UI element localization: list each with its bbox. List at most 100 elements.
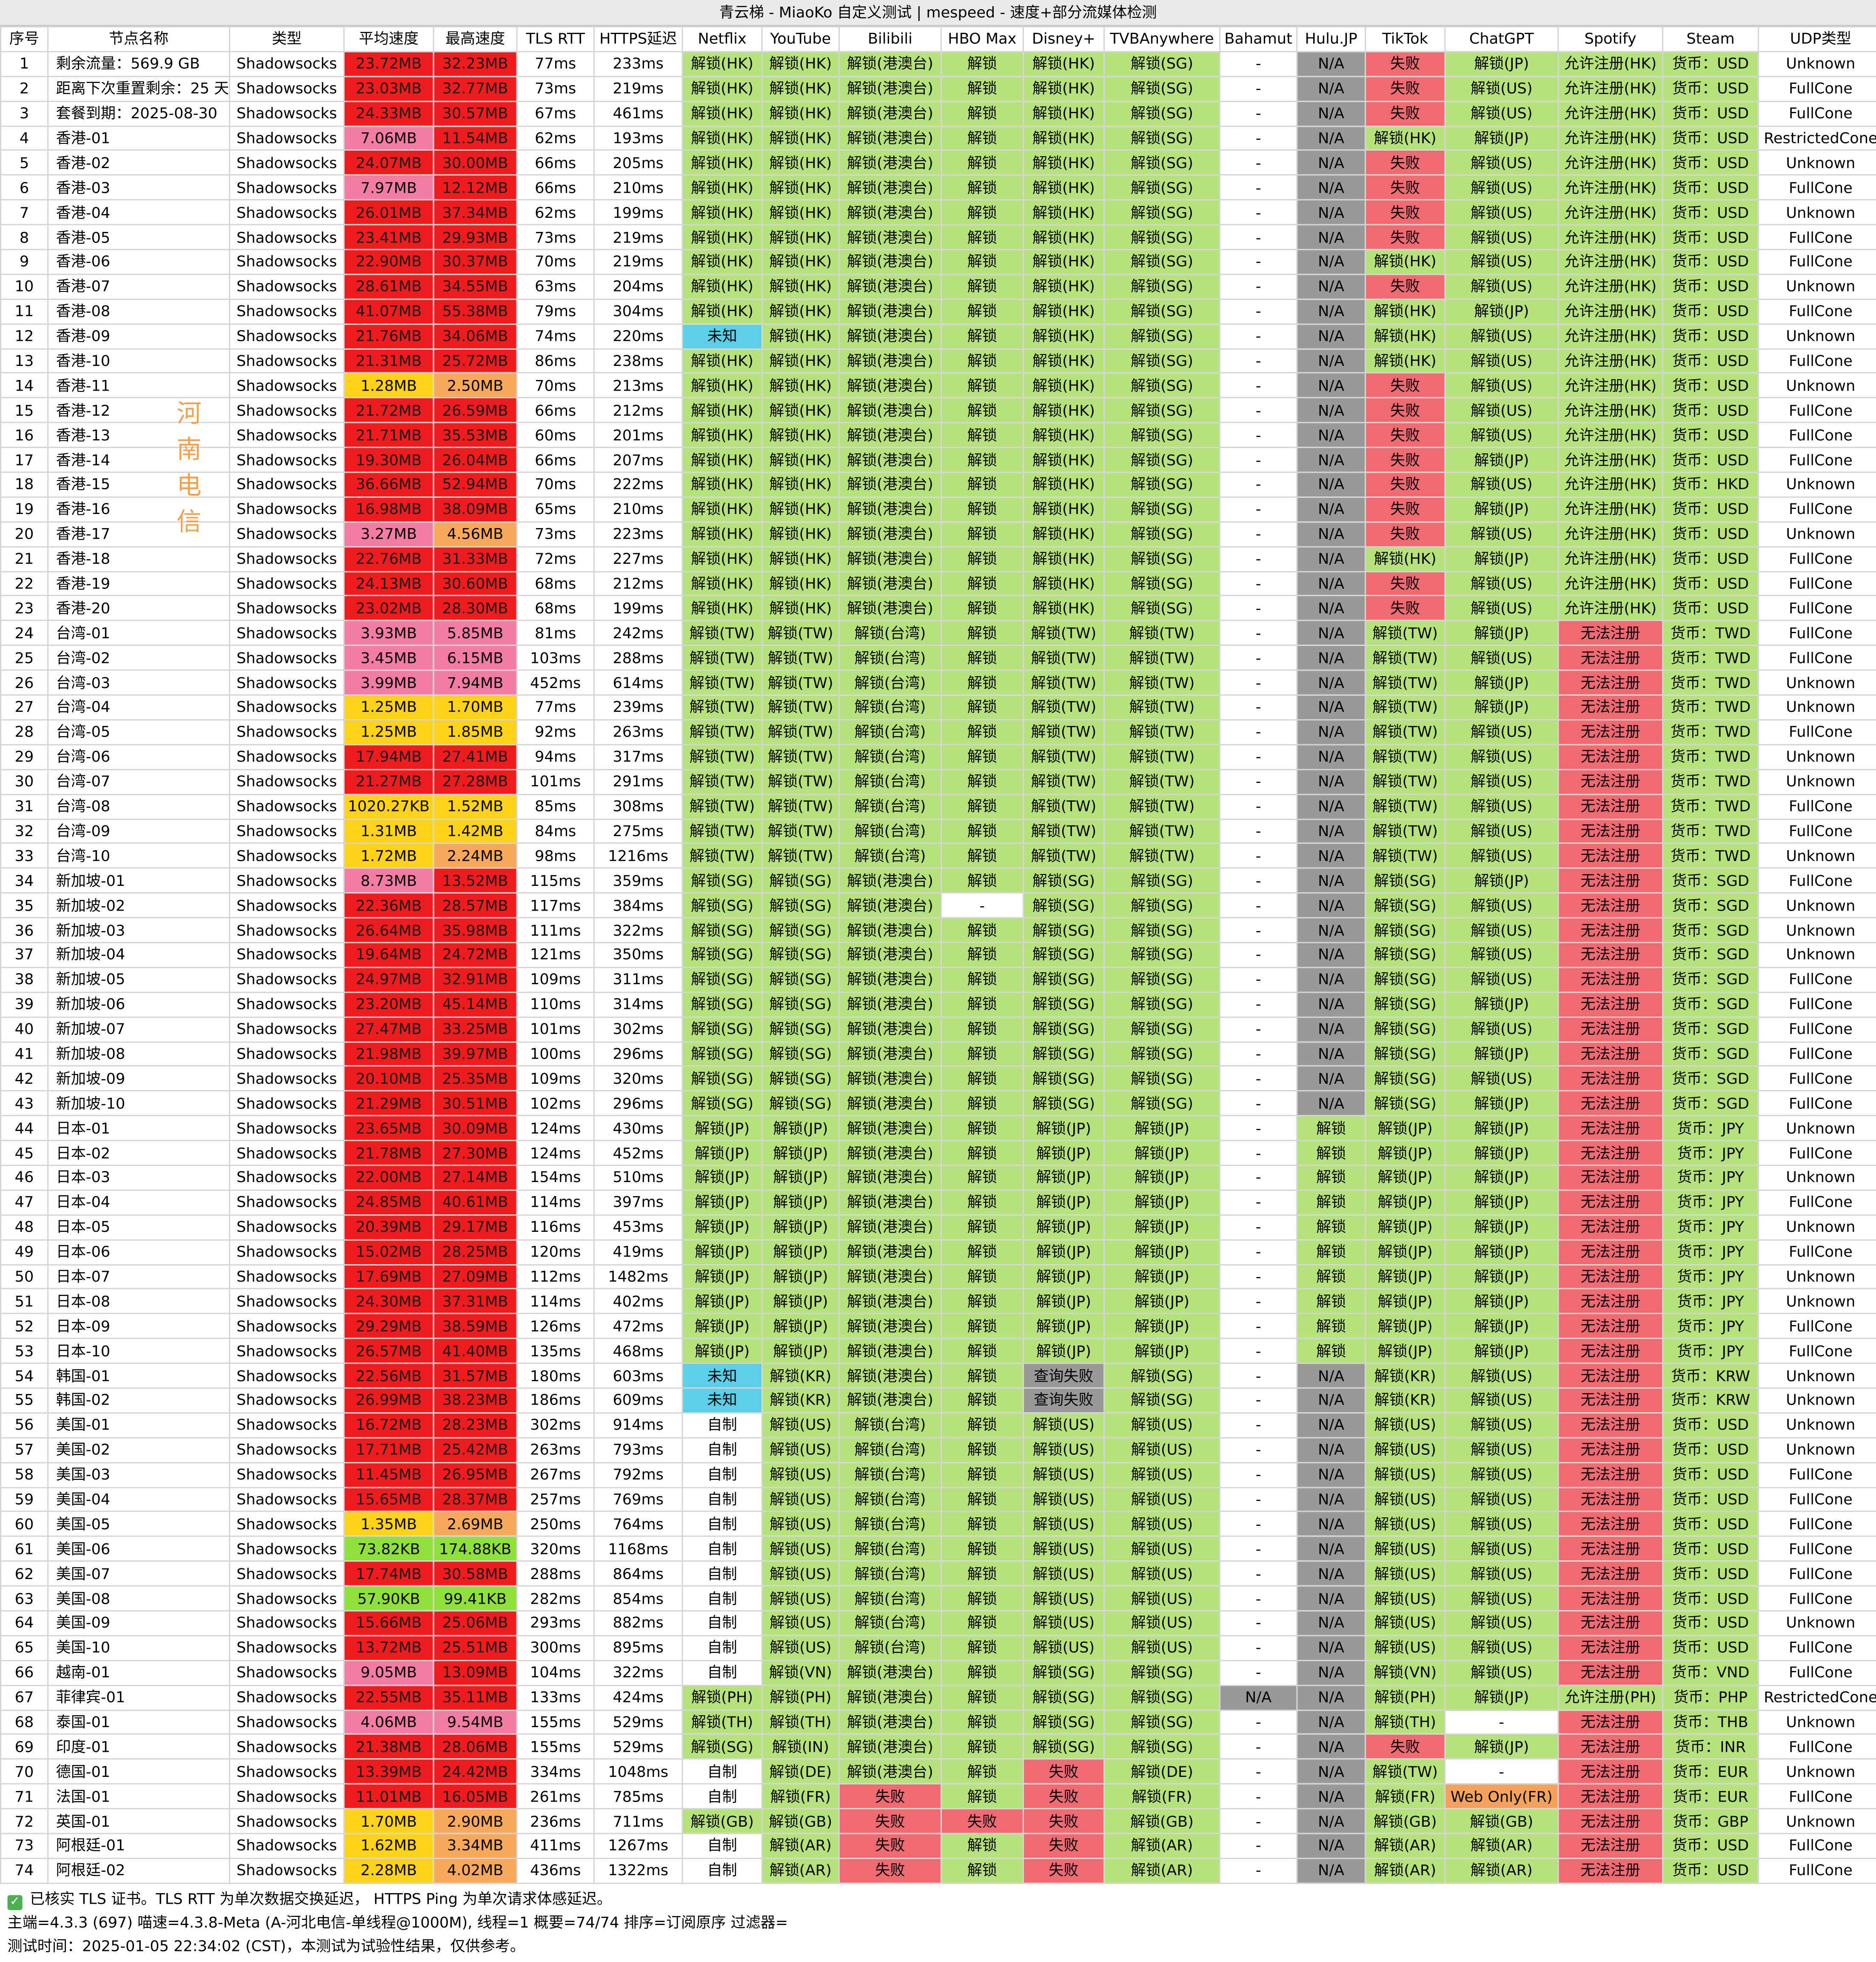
table-cell: 解锁(JP): [1103, 1338, 1220, 1364]
table-cell: 69: [0, 1734, 49, 1760]
table-cell: -: [1219, 842, 1298, 869]
table-cell: 解锁: [940, 1412, 1024, 1438]
table-cell: 解锁(GB): [1444, 1808, 1559, 1834]
table-cell: 32.23MB: [433, 51, 518, 77]
table-cell: Shadowsocks: [229, 521, 345, 547]
table-cell: 45.14MB: [433, 991, 518, 1018]
table-cell: Shadowsocks: [229, 571, 345, 597]
table-cell: 解锁(台湾): [838, 793, 942, 820]
table-cell: 71: [0, 1783, 49, 1810]
table-cell: 4: [0, 125, 49, 151]
table-cell: 72: [0, 1808, 49, 1834]
table-cell: 失败: [1365, 372, 1446, 399]
table-cell: 解锁(JP): [1103, 1263, 1220, 1290]
table-cell: 解锁(SG): [1365, 942, 1446, 968]
table-cell: 解锁(TW): [1365, 768, 1446, 795]
table-cell: 无法注册: [1557, 1536, 1663, 1562]
table-cell: 53: [0, 1338, 49, 1364]
table-cell: 无法注册: [1557, 1610, 1663, 1636]
table-cell: 解锁(HK): [1022, 75, 1105, 102]
table-cell: -: [1219, 1511, 1298, 1537]
table-cell: 解锁(HK): [1022, 496, 1105, 523]
table-cell: 解锁(HK): [761, 496, 840, 523]
table-cell: 新加坡-09: [47, 1065, 231, 1092]
table-cell: 无法注册: [1557, 1486, 1663, 1513]
table-cell: 货币：JPY: [1662, 1115, 1759, 1141]
table-cell: 台湾-08: [47, 793, 231, 820]
table-cell: 解锁(US): [1103, 1412, 1220, 1438]
table-cell: 解锁(SG): [681, 1016, 763, 1042]
table-cell: 解锁(港澳台): [838, 1659, 942, 1686]
table-cell: 货币：TWD: [1662, 842, 1759, 869]
table-cell: 210ms: [593, 174, 683, 201]
table-cell: -: [1219, 1387, 1298, 1414]
table-cell: 未知: [681, 1362, 763, 1389]
table-cell: 62ms: [516, 199, 595, 226]
table-cell: 39.97MB: [433, 1041, 518, 1067]
table-cell: 解锁(JP): [681, 1313, 763, 1339]
table-cell: 解锁(HK): [1022, 224, 1105, 250]
table-cell: N/A: [1296, 1709, 1366, 1735]
table-cell: 解锁(JP): [681, 1214, 763, 1240]
table-cell: Shadowsocks: [229, 1115, 345, 1141]
table-cell: 解锁(SG): [761, 1041, 840, 1067]
table-cell: N/A: [1296, 1808, 1366, 1834]
table-row: 65 美国-10 Shadowsocks 13.72MB 25.51MB 300ms 895…: [0, 1635, 1876, 1661]
table-cell: 解锁(HK): [1022, 174, 1105, 201]
table-cell: 1.52MB: [433, 793, 518, 820]
table-cell: 52: [0, 1313, 49, 1339]
table-cell: 24.85MB: [343, 1189, 434, 1216]
table-cell: 16.98MB: [343, 496, 434, 523]
table-cell: Unknown: [1758, 1165, 1876, 1191]
table-cell: -: [1219, 1833, 1298, 1859]
table-cell: 解锁(SG): [1365, 966, 1446, 993]
table-cell: -: [1219, 1338, 1298, 1364]
table-cell: 无法注册: [1557, 719, 1663, 745]
table-cell: 29.29MB: [343, 1313, 434, 1339]
table-cell: Shadowsocks: [229, 966, 345, 993]
table-cell: 15: [0, 397, 49, 424]
table-cell: 解锁(HK): [1022, 471, 1105, 498]
table-cell: 529ms: [593, 1709, 683, 1735]
table-cell: 解锁(港澳台): [838, 1090, 942, 1117]
table-cell: 货币：PHP: [1662, 1684, 1759, 1711]
table-cell: N/A: [1296, 1090, 1366, 1117]
table-cell: 解锁(JP): [1022, 1140, 1105, 1166]
table-cell: 允许注册(HK): [1557, 397, 1663, 424]
table-cell: 解锁(JP): [1103, 1313, 1220, 1339]
table-cell: Unknown: [1758, 1387, 1876, 1414]
table-cell: 解锁(SG): [1365, 1041, 1446, 1067]
table-cell: 解锁(PH): [681, 1684, 763, 1711]
table-cell: 货币：USD: [1662, 125, 1759, 151]
table-cell: 1.25MB: [343, 694, 434, 721]
table-cell: 17.69MB: [343, 1263, 434, 1290]
table-cell: 解锁(HK): [681, 174, 763, 201]
table-cell: N/A: [1296, 75, 1366, 102]
table-cell: 无法注册: [1557, 1338, 1663, 1364]
table-cell: 49: [0, 1239, 49, 1265]
table-cell: 解锁(US): [1444, 571, 1559, 597]
table-cell: 美国-07: [47, 1560, 231, 1587]
table-cell: 解锁(HK): [761, 571, 840, 597]
table-cell: 解锁(HK): [1365, 248, 1446, 275]
table-cell: 解锁(SG): [1103, 51, 1220, 77]
table-cell: Unknown: [1758, 892, 1876, 919]
table-cell: N/A: [1296, 372, 1366, 399]
table-cell: 解锁(SG): [1103, 1016, 1220, 1042]
table-row: 53 日本-10 Shadowsocks 26.57MB 41.40MB 135ms 468…: [0, 1338, 1876, 1364]
table-cell: Shadowsocks: [229, 1783, 345, 1810]
table-cell: 解锁(JP): [1444, 620, 1559, 646]
table-cell: 4.02MB: [433, 1857, 518, 1884]
table-cell: 解锁(US): [1444, 768, 1559, 795]
table-cell: 112ms: [516, 1263, 595, 1290]
table-cell: 解锁(JP): [681, 1189, 763, 1216]
table-cell: 解锁: [940, 545, 1024, 572]
table-cell: 48: [0, 1214, 49, 1240]
table-cell: 解锁(US): [1444, 199, 1559, 226]
table-cell: 3.99MB: [343, 669, 434, 696]
table-cell: 解锁(HK): [761, 471, 840, 498]
table-cell: 解锁(港澳台): [838, 1165, 942, 1191]
table-cell: 解锁(TW): [1103, 669, 1220, 696]
table-cell: FullCone: [1758, 1462, 1876, 1488]
table-cell: 7.06MB: [343, 125, 434, 151]
